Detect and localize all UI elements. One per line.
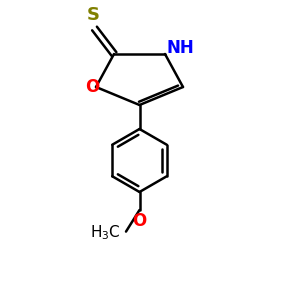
Text: H$_3$C: H$_3$C — [90, 224, 121, 242]
Text: S: S — [86, 6, 100, 24]
Text: O: O — [85, 78, 100, 96]
Text: NH: NH — [167, 39, 194, 57]
Text: O: O — [132, 212, 147, 230]
